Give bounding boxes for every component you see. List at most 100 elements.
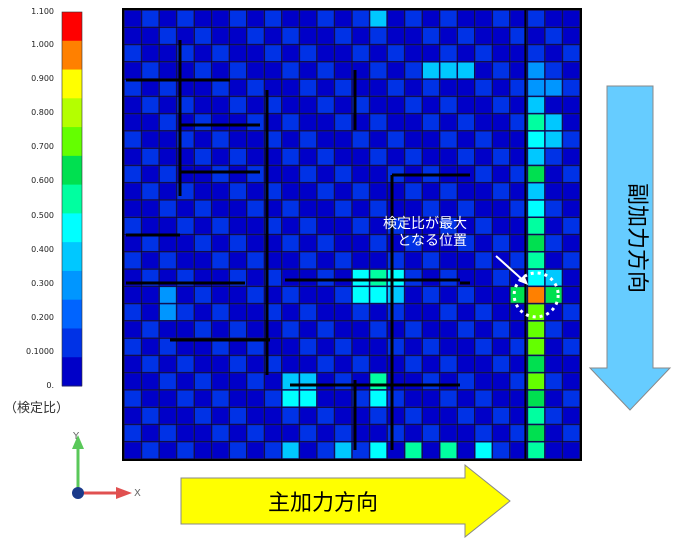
heatmap-cell — [457, 182, 475, 200]
heatmap-cell — [299, 27, 317, 45]
heatmap-cell — [194, 10, 212, 28]
legend-tick-label: 0.700 — [31, 142, 54, 151]
heatmap-cell — [299, 96, 317, 114]
heatmap-cell — [334, 79, 352, 97]
heatmap-cell — [387, 424, 405, 442]
heatmap-cell — [159, 79, 177, 97]
color-legend: 1.100 1.000 0.900 0.800 0.700 0.600 0.500 0.400… — [0, 0, 120, 420]
heatmap-cell — [474, 131, 493, 148]
heatmap-cell — [229, 321, 247, 338]
heatmap-cell — [527, 321, 545, 338]
heatmap-cell — [299, 62, 317, 79]
heatmap-cell — [562, 148, 580, 166]
heatmap-cell — [282, 286, 300, 304]
heatmap-cell — [334, 182, 352, 200]
heatmap-cell — [474, 27, 493, 45]
heatmap-cell — [422, 303, 440, 321]
heatmap-cell — [422, 338, 440, 356]
legend-tick-label: 1.100 — [31, 7, 54, 16]
heatmap-cell — [562, 251, 580, 269]
heatmap-cell — [457, 113, 475, 131]
heatmap-cell — [439, 286, 458, 304]
heatmap-cell — [352, 148, 370, 166]
heatmap-cell — [176, 407, 194, 425]
heatmap-cell — [527, 269, 545, 287]
heatmap-cell — [229, 251, 247, 269]
heatmap-cell — [510, 338, 528, 356]
heatmap-cell — [246, 355, 265, 373]
heatmap-cell — [282, 424, 300, 442]
heatmap-cell — [387, 390, 405, 407]
heatmap-cell — [352, 217, 370, 235]
heatmap-cell — [159, 372, 177, 390]
heatmap-cell — [282, 217, 300, 235]
heatmap-cell — [141, 338, 159, 356]
heatmap-cell — [404, 338, 422, 356]
heatmap-cell — [369, 338, 387, 356]
heatmap-cell — [246, 217, 265, 235]
heatmap-cell — [317, 390, 335, 407]
heatmap-cell — [194, 200, 212, 218]
heatmap-cell — [334, 27, 352, 45]
heatmap-cell — [124, 148, 142, 166]
heatmap-cell — [457, 407, 475, 425]
heatmap-cell — [211, 303, 230, 321]
heatmap-cell — [246, 321, 265, 338]
heatmap-cell — [422, 372, 440, 390]
heatmap-cell — [545, 269, 563, 287]
heatmap-cell — [211, 27, 230, 45]
heatmap-cell — [334, 321, 352, 338]
heatmap-cell — [211, 79, 230, 97]
heatmap-cell — [124, 79, 142, 97]
heatmap-cell — [317, 148, 335, 166]
heatmap-cell — [545, 165, 563, 183]
heatmap-cell — [545, 424, 563, 442]
heatmap-cell — [404, 234, 422, 252]
heatmap-cell — [369, 148, 387, 166]
legend-swatch — [62, 299, 82, 329]
heatmap-cell — [194, 321, 212, 338]
heatmap-cell — [282, 355, 300, 373]
heatmap-cell — [317, 165, 335, 183]
heatmap-cell — [159, 27, 177, 45]
heatmap-cell — [246, 27, 265, 45]
heatmap-cell — [317, 217, 335, 235]
heatmap-cell — [299, 182, 317, 200]
heatmap-cell — [282, 131, 300, 148]
heatmap-cell — [211, 131, 230, 148]
heatmap-cell — [317, 10, 335, 28]
heatmap-cell — [352, 96, 370, 114]
heatmap-cell — [229, 113, 247, 131]
heatmap-cell — [246, 79, 265, 97]
heatmap-cell — [545, 372, 563, 390]
heatmap-cell — [124, 96, 142, 114]
heatmap-cell — [124, 200, 142, 218]
heatmap-cell — [510, 148, 528, 166]
heatmap-cell — [352, 321, 370, 338]
heatmap-cell — [159, 62, 177, 79]
heatmap-cell — [211, 251, 230, 269]
heatmap-cell — [334, 251, 352, 269]
heatmap-cell — [404, 113, 422, 131]
heatmap-cell — [159, 217, 177, 235]
origin-dot-icon — [72, 487, 84, 499]
sub-load-label: 副加力方向 — [624, 183, 649, 293]
heatmap-cell — [194, 234, 212, 252]
heatmap-cell — [474, 303, 493, 321]
heatmap-cell — [229, 148, 247, 166]
heatmap-cell — [387, 113, 405, 131]
heatmap-cell — [527, 372, 545, 390]
main-load-arrow-icon — [180, 463, 511, 538]
heatmap-cell — [282, 441, 300, 459]
heatmap-cell — [141, 131, 159, 148]
heatmap-cell — [422, 269, 440, 287]
heatmap-cell — [457, 286, 475, 304]
heatmap-cell — [211, 355, 230, 373]
heatmap-cell — [457, 44, 475, 62]
heatmap-cell — [159, 44, 177, 62]
heatmap-cell — [317, 182, 335, 200]
heatmap-cell — [141, 234, 159, 252]
heatmap-cell — [492, 372, 510, 390]
heatmap-cell — [229, 390, 247, 407]
heatmap-cell — [527, 303, 545, 321]
